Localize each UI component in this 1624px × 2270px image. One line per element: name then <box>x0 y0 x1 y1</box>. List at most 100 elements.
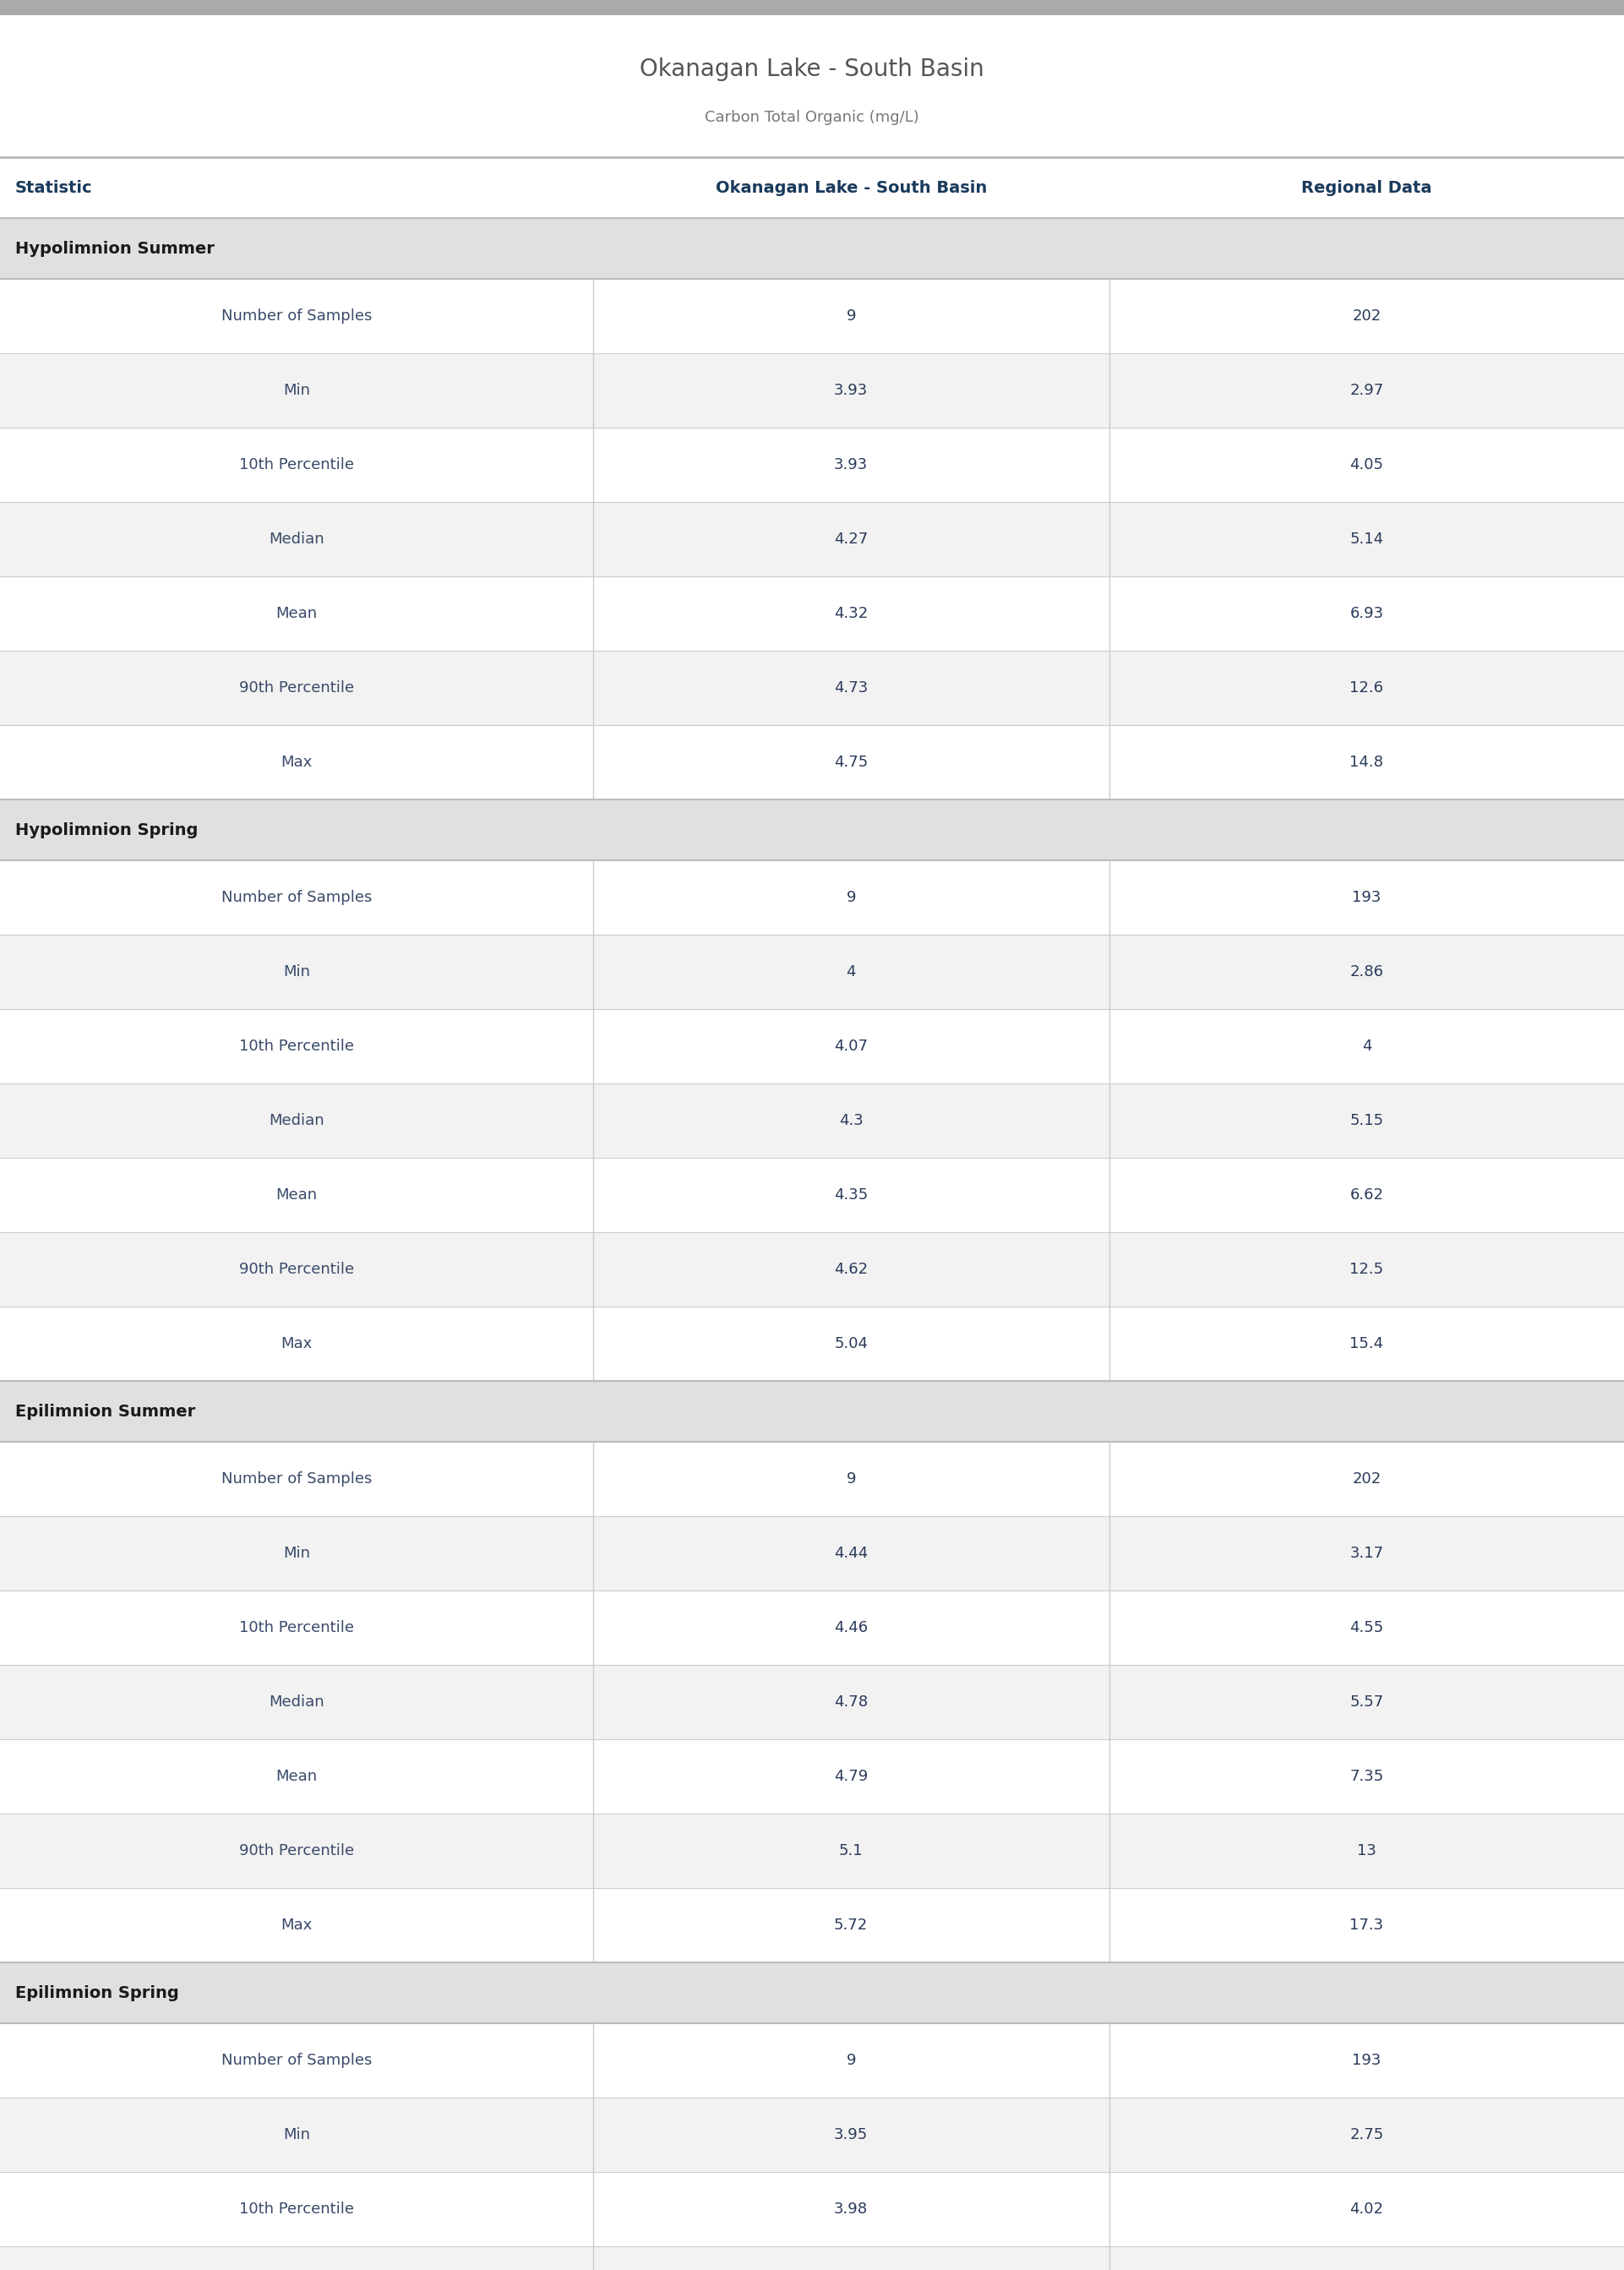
Bar <box>0 1516 1624 1591</box>
Text: 193: 193 <box>1353 890 1380 906</box>
Bar <box>0 724 1624 799</box>
Text: Number of Samples: Number of Samples <box>221 2052 372 2068</box>
Text: 6.93: 6.93 <box>1350 606 1384 622</box>
Text: 202: 202 <box>1353 1471 1380 1487</box>
Bar <box>0 1441 1624 1516</box>
Text: Epilimnion Summer: Epilimnion Summer <box>15 1403 195 1419</box>
Text: 5.72: 5.72 <box>835 1918 867 1932</box>
Text: 7.35: 7.35 <box>1350 1768 1384 1784</box>
Text: Min: Min <box>283 1546 310 1562</box>
Text: 4.32: 4.32 <box>835 606 867 622</box>
Bar <box>0 2247 1624 2270</box>
Text: Carbon Total Organic (mg/L): Carbon Total Organic (mg/L) <box>705 109 919 125</box>
Text: Okanagan Lake - South Basin: Okanagan Lake - South Basin <box>640 57 984 82</box>
Bar <box>0 1158 1624 1233</box>
Text: 4.75: 4.75 <box>835 754 867 770</box>
Bar <box>0 1591 1624 1664</box>
Text: 4.44: 4.44 <box>835 1546 867 1562</box>
Text: 5.15: 5.15 <box>1350 1112 1384 1128</box>
Bar <box>0 157 1624 218</box>
Bar <box>0 1664 1624 1739</box>
Text: Median: Median <box>268 1693 325 1709</box>
Text: Epilimnion Spring: Epilimnion Spring <box>15 1984 179 2000</box>
Bar <box>0 1739 1624 1814</box>
Text: 2.75: 2.75 <box>1350 2127 1384 2143</box>
Text: Mean: Mean <box>276 606 317 622</box>
Bar <box>0 1814 1624 1889</box>
Bar <box>0 1010 1624 1083</box>
Text: 12.5: 12.5 <box>1350 1262 1384 1278</box>
Text: 5.04: 5.04 <box>835 1337 867 1351</box>
Bar <box>0 2023 1624 2097</box>
Text: 9: 9 <box>846 1471 856 1487</box>
Bar <box>0 354 1624 427</box>
Bar <box>0 1889 1624 1961</box>
Text: 4.62: 4.62 <box>835 1262 867 1278</box>
Text: 5.1: 5.1 <box>840 1843 862 1859</box>
Text: Statistic: Statistic <box>15 179 93 195</box>
Text: 90th Percentile: 90th Percentile <box>239 681 354 695</box>
Text: 90th Percentile: 90th Percentile <box>239 1843 354 1859</box>
Text: Number of Samples: Number of Samples <box>221 890 372 906</box>
Text: 4: 4 <box>846 965 856 978</box>
Text: 3.93: 3.93 <box>835 456 867 472</box>
Text: 202: 202 <box>1353 309 1380 325</box>
Text: 2.97: 2.97 <box>1350 384 1384 397</box>
Text: 4.78: 4.78 <box>835 1693 867 1709</box>
Bar <box>0 1380 1624 1441</box>
Text: 4.07: 4.07 <box>835 1040 867 1053</box>
Text: 9: 9 <box>846 2052 856 2068</box>
Text: Okanagan Lake - South Basin: Okanagan Lake - South Basin <box>715 179 987 195</box>
Bar <box>0 502 1624 577</box>
Text: 5.14: 5.14 <box>1350 531 1384 547</box>
Text: 3.95: 3.95 <box>835 2127 867 2143</box>
Bar <box>0 218 1624 279</box>
Text: Min: Min <box>283 384 310 397</box>
Text: Min: Min <box>283 965 310 978</box>
Text: 4.27: 4.27 <box>835 531 867 547</box>
Text: 10th Percentile: 10th Percentile <box>239 456 354 472</box>
Text: 5.57: 5.57 <box>1350 1693 1384 1709</box>
Text: 4.02: 4.02 <box>1350 2202 1384 2218</box>
Text: Hypolimnion Summer: Hypolimnion Summer <box>15 241 214 257</box>
Bar <box>0 0 1624 16</box>
Text: Number of Samples: Number of Samples <box>221 1471 372 1487</box>
Bar <box>0 427 1624 502</box>
Bar <box>0 799 1624 860</box>
Bar <box>0 279 1624 354</box>
Bar <box>0 1233 1624 1308</box>
Text: Max: Max <box>281 754 312 770</box>
Text: 3.17: 3.17 <box>1350 1546 1384 1562</box>
Text: Mean: Mean <box>276 1187 317 1203</box>
Text: Hypolimnion Spring: Hypolimnion Spring <box>15 822 198 838</box>
Text: Min: Min <box>283 2127 310 2143</box>
Text: 4.55: 4.55 <box>1350 1621 1384 1634</box>
Text: 2.86: 2.86 <box>1350 965 1384 978</box>
Text: 17.3: 17.3 <box>1350 1918 1384 1932</box>
Bar <box>0 1308 1624 1380</box>
Text: 4.73: 4.73 <box>835 681 867 695</box>
Text: Max: Max <box>281 1337 312 1351</box>
Text: 193: 193 <box>1353 2052 1380 2068</box>
Text: 10th Percentile: 10th Percentile <box>239 2202 354 2218</box>
Bar <box>0 1083 1624 1158</box>
Text: 9: 9 <box>846 309 856 325</box>
Bar <box>0 2097 1624 2172</box>
Text: Mean: Mean <box>276 1768 317 1784</box>
Text: 4.05: 4.05 <box>1350 456 1384 472</box>
Bar <box>0 860 1624 935</box>
Text: 4.79: 4.79 <box>835 1768 867 1784</box>
Text: 6.62: 6.62 <box>1350 1187 1384 1203</box>
Text: 14.8: 14.8 <box>1350 754 1384 770</box>
Text: Median: Median <box>268 1112 325 1128</box>
Text: 3.98: 3.98 <box>835 2202 867 2218</box>
Text: 10th Percentile: 10th Percentile <box>239 1621 354 1634</box>
Text: 4.35: 4.35 <box>835 1187 867 1203</box>
Bar <box>0 577 1624 651</box>
Text: 4.46: 4.46 <box>835 1621 867 1634</box>
Text: 10th Percentile: 10th Percentile <box>239 1040 354 1053</box>
Text: 13: 13 <box>1358 1843 1376 1859</box>
Text: Max: Max <box>281 1918 312 1932</box>
Text: 3.93: 3.93 <box>835 384 867 397</box>
Text: 9: 9 <box>846 890 856 906</box>
